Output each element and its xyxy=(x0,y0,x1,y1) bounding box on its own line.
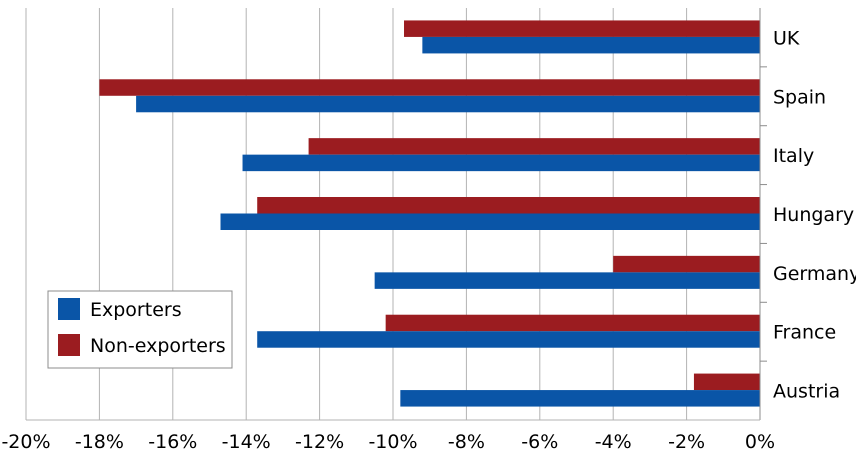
bar-exporters-germany xyxy=(374,272,760,289)
bar-exporters-uk xyxy=(422,36,760,54)
bar-non-exporters-germany xyxy=(613,255,760,273)
category-label-germany: Germany xyxy=(773,263,856,285)
x-tick-label: 0% xyxy=(745,431,775,453)
legend-swatch-non-exporters xyxy=(58,334,80,356)
x-tick-label: -16% xyxy=(148,431,197,453)
x-tick-label: -14% xyxy=(222,431,271,453)
bar-non-exporters-france xyxy=(385,314,760,332)
bar-non-exporters-hungary xyxy=(257,197,760,214)
bars xyxy=(99,20,761,407)
x-axis-tick-labels: -20% -18% -16% -14% -12% -10% -8% -6% -4% -2% 0% xyxy=(1,431,775,453)
x-tick-label: -4% xyxy=(595,431,632,453)
bar-exporters-spain xyxy=(136,95,761,113)
bar-exporters-hungary xyxy=(220,213,760,230)
bar-non-exporters-spain xyxy=(99,79,760,96)
category-axis xyxy=(26,8,767,421)
category-label-spain: Spain xyxy=(773,86,826,108)
x-tick-label: -2% xyxy=(668,431,705,453)
legend-label-non-exporters: Non-exporters xyxy=(90,335,226,357)
legend-label-exporters: Exporters xyxy=(90,299,182,321)
category-label-france: France xyxy=(773,322,836,344)
category-label-uk: UK xyxy=(773,27,800,49)
legend-swatch-exporters xyxy=(58,298,80,320)
category-labels: UK Spain Italy Hungary Germany France Austria xyxy=(773,27,856,402)
category-label-hungary: Hungary xyxy=(773,204,854,226)
category-label-austria: Austria xyxy=(773,381,840,403)
legend: Exporters Non-exporters xyxy=(47,290,233,369)
bar-exporters-france xyxy=(257,331,760,348)
x-tick-label: -12% xyxy=(295,431,344,453)
x-tick-label: -20% xyxy=(1,431,50,453)
x-tick-label: -6% xyxy=(521,431,558,453)
bar-non-exporters-uk xyxy=(404,20,760,37)
bar-exporters-austria xyxy=(400,390,760,407)
x-tick-label: -8% xyxy=(448,431,485,453)
bar-non-exporters-italy xyxy=(308,138,760,155)
x-tick-label: -18% xyxy=(75,431,124,453)
bar-exporters-italy xyxy=(242,154,760,172)
bar-non-exporters-austria xyxy=(693,373,760,391)
x-tick-label: -10% xyxy=(368,431,417,453)
category-label-italy: Italy xyxy=(773,145,814,167)
